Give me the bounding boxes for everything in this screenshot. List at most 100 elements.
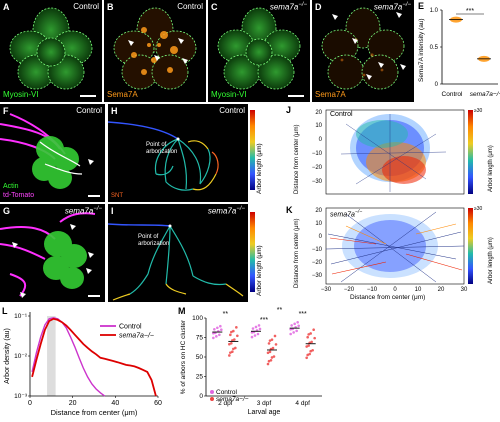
panel-k-svg: 20 10 0 −10 −20 −30 −30 −20 −10 0 10 20 … xyxy=(312,207,468,293)
panel-h-trace xyxy=(108,121,219,191)
panel-m-point xyxy=(270,356,274,359)
panel-m-point xyxy=(250,335,254,339)
panel-m-point xyxy=(309,332,312,335)
panel-m-legend-swatch xyxy=(210,397,214,401)
panel-l-xtick: 0 xyxy=(28,400,32,407)
panel-m-ylabel: % of arbors on HC cluster xyxy=(180,319,187,394)
panel-l-ylabel: Arbor density (au) xyxy=(4,328,11,384)
panel-m-point xyxy=(273,334,277,338)
panel-m-point xyxy=(236,334,239,338)
panel-k-ytick: 10 xyxy=(315,221,322,227)
panel-m-point xyxy=(220,328,223,331)
panel-l-band xyxy=(47,316,56,396)
panel-b-image: B Control Sema7A xyxy=(104,0,206,102)
panel-h-letter: H xyxy=(111,106,118,116)
panel-m-point xyxy=(218,333,221,337)
panel-m-point xyxy=(266,362,270,366)
panel-m-point xyxy=(230,341,233,345)
panel-a-stain: Myosin-VI xyxy=(3,90,39,99)
panel-i-annotation: Point of arborization xyxy=(138,234,170,247)
panel-k-xtick: −30 xyxy=(321,287,332,293)
panel-m-point xyxy=(268,339,272,342)
panel-m-point xyxy=(296,320,299,324)
panel-m-legend-label: Control xyxy=(216,389,238,396)
panel-h-label: Control xyxy=(219,106,245,115)
panel-k-label: sema7a−/− xyxy=(330,209,363,219)
panel-m-point xyxy=(266,351,270,355)
panel-m-point xyxy=(215,335,218,338)
panel-m-legend-label: sema7a−/− xyxy=(216,396,249,403)
hi-colorbar-top-h xyxy=(250,110,255,190)
panel-m-point xyxy=(293,322,296,326)
panel-m-point xyxy=(228,354,231,357)
panel-j-label: Control xyxy=(330,111,353,118)
panel-m-point xyxy=(250,331,254,334)
panel-m-point xyxy=(212,336,215,340)
panel-m-xtick: 4 dpf xyxy=(295,400,310,407)
panel-m-ytick: 0 xyxy=(199,393,203,400)
panel-e-ytick: 0.5 xyxy=(430,45,439,51)
panel-i-trace xyxy=(108,223,244,301)
panel-m-point xyxy=(216,326,219,330)
panel-b-stain: Sema7A xyxy=(107,90,138,99)
panel-m-point xyxy=(312,328,315,331)
panel-e-ytick: 1.0 xyxy=(430,8,439,14)
panel-m-point xyxy=(230,330,233,334)
panel-h-annotation: Point of arborization xyxy=(146,142,178,155)
panel-m-point xyxy=(228,342,231,346)
panel-g-neurons xyxy=(0,212,100,298)
panel-d-label: sema7a−/− xyxy=(373,2,411,12)
panel-f-neurons xyxy=(0,113,100,197)
panel-k-xtick: −10 xyxy=(367,287,378,293)
panel-m-point xyxy=(258,327,262,331)
panel-j-ytick: 0 xyxy=(319,137,323,143)
panel-d-stain: Sema7A xyxy=(315,90,346,99)
panel-j-svg: 20 10 0 −10 −20 −30 xyxy=(312,109,465,195)
panel-b-letter: B xyxy=(107,2,114,12)
panel-m-point xyxy=(309,349,312,353)
panel-m-ytick: 50 xyxy=(196,354,204,361)
panel-f-stain-actin: Actin xyxy=(3,183,19,190)
panel-m-point xyxy=(229,333,232,337)
panel-m-point xyxy=(306,353,309,357)
panel-j-ytick: −30 xyxy=(312,179,323,185)
panel-m-ytick: 75 xyxy=(196,335,204,342)
panel-l-legend-label: sema7a−/− xyxy=(119,333,154,340)
panel-a-image: A Control Myosin-VI xyxy=(0,0,102,102)
panel-c-stain: Myosin-VI xyxy=(211,90,247,99)
panel-m-point xyxy=(272,355,276,358)
panel-f-label: Control xyxy=(76,106,102,115)
panel-l-letter: L xyxy=(2,306,8,316)
panel-m-point xyxy=(307,333,310,336)
panel-m-significance: *** xyxy=(260,317,268,324)
panel-m-point xyxy=(233,338,236,341)
panel-m-point xyxy=(267,359,271,363)
panel-e-xtick: Control xyxy=(442,91,464,98)
panel-l-svg: 10⁻¹ 10⁻² 10⁻³0 20 40 60 Distance from center … xyxy=(4,312,162,417)
panel-m-significance: *** xyxy=(299,311,307,318)
panel-l-ytick: 10⁻¹ xyxy=(14,313,28,320)
panel-j-colorbar-label: Arbor length (μm) xyxy=(488,145,494,192)
panel-l-chart: L 10⁻¹ 10⁻² 10⁻³ 0 20 40 60 Distance from cente… xyxy=(0,306,170,422)
panel-m-point xyxy=(313,336,316,340)
panel-k-xtick: 30 xyxy=(461,287,468,293)
panel-d-letter: D xyxy=(315,2,322,12)
panel-f-image: F Control Actin td-Tomato xyxy=(0,104,105,202)
panel-m-point xyxy=(308,352,311,356)
panel-m-xlabel: Larval age xyxy=(248,409,281,416)
panel-k-xtick: 20 xyxy=(438,287,445,293)
panel-m-point xyxy=(289,332,292,336)
panel-m-point xyxy=(271,346,275,350)
panel-m-point xyxy=(305,345,308,348)
panel-a-label: Control xyxy=(73,2,99,11)
panel-m-point xyxy=(305,356,308,360)
panel-j-chart: J 20 10 0 −10 −20 −30 Control Distance f… xyxy=(286,104,500,202)
panel-m-point xyxy=(268,350,272,354)
panel-m-letter: M xyxy=(178,306,186,316)
panel-k-ylabel: Distance from center (μm) xyxy=(294,218,300,288)
panel-m-legend-swatch xyxy=(210,390,214,394)
panel-m-significance: ** xyxy=(223,311,229,318)
panel-c-image: C sema7a−/− Myosin-VI xyxy=(208,0,310,102)
panel-e-significance: *** xyxy=(466,8,474,15)
panel-a-rosette xyxy=(9,7,96,97)
